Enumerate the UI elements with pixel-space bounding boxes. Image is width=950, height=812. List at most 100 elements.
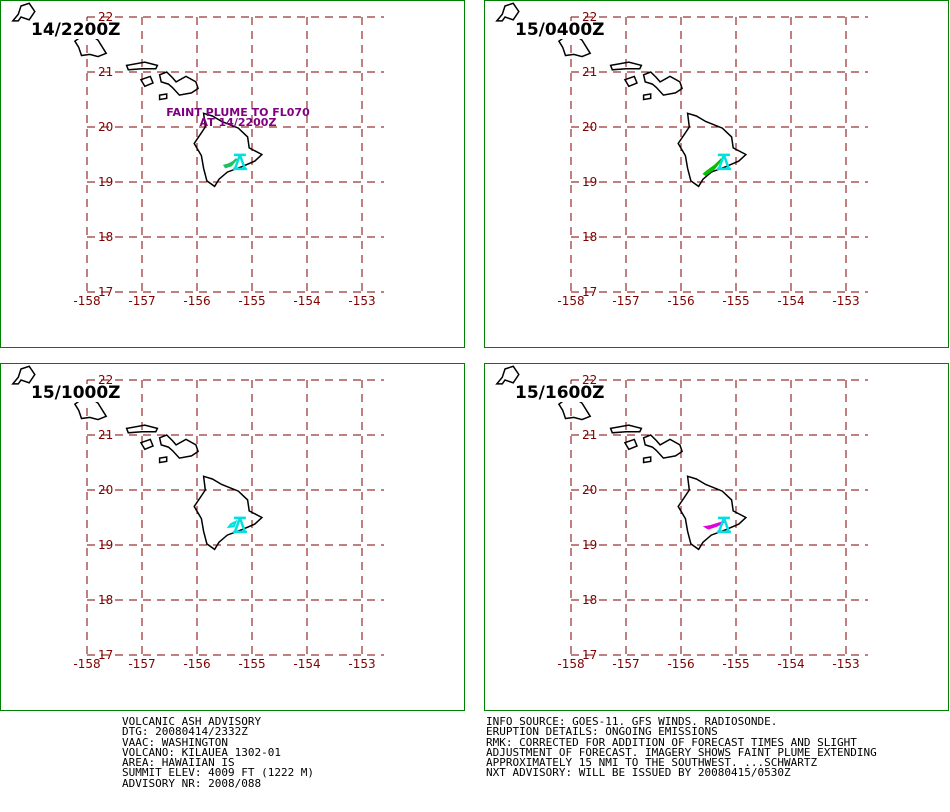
map-panel-1: -158 -157 -156 -155 -154 -153 22 21 20 19 18 17 FAIN…	[0, 0, 465, 348]
plume-annotation: FAINT PLUME TO FL070	[166, 106, 310, 119]
forecast-time-label: 15/1000Z	[31, 383, 121, 403]
latitude-tick-label: 22	[98, 373, 113, 387]
forecast-time-label: 15/1600Z	[515, 383, 605, 403]
advisory-left-text: VOLCANIC ASH ADVISORY DTG: 20080414/2332…	[122, 715, 315, 790]
map-svg: -158 -157 -156 -155 -154 -153 22 21 20 19 18 17 FAIN…	[11, 2, 384, 308]
latitude-tick-label: 20	[582, 483, 597, 497]
latitude-tick-label: 22	[98, 10, 113, 24]
maui-island	[158, 71, 199, 96]
longitude-tick-label: -156	[183, 294, 210, 308]
kauai-island	[11, 365, 36, 385]
advisory-line: SUMMIT ELEV: 4009 FT (1222 M)	[122, 766, 315, 780]
lanai-island	[139, 438, 154, 451]
advisory-right-text: INFO SOURCE: GOES-11. GFS WINDS. RADIOSO…	[486, 715, 877, 780]
latitude-tick-label: 17	[582, 285, 597, 299]
kahoolawe-island	[158, 93, 168, 101]
longitude-tick-label: -156	[667, 657, 694, 671]
map-svg: -158 -157 -156 -155 -154 -153 22 21 20 19 18 17	[495, 2, 868, 308]
advisory-line: VAAC: WASHINGTON	[122, 735, 228, 749]
map-panel-3: -158 -157 -156 -155 -154 -153 22 21 20 19 18 17 15/…	[0, 363, 465, 711]
map-svg: -158 -157 -156 -155 -154 -153 22 21 20 19 18 17	[11, 365, 384, 671]
grid-lines	[570, 379, 868, 656]
longitude-tick-label: -158	[73, 657, 100, 671]
longitude-tick-label: -155	[238, 657, 265, 671]
longitude-tick-label: -154	[293, 657, 320, 671]
ash-plume	[702, 158, 723, 177]
advisory-line: ADJUSTMENT OF FORECAST. IMAGERY SHOWS FA…	[486, 745, 877, 759]
lanai-island	[139, 75, 154, 88]
latitude-tick-label: 22	[582, 373, 597, 387]
maui-island	[642, 434, 683, 459]
lanai-island	[623, 75, 638, 88]
latitude-tick-label: 17	[98, 285, 113, 299]
latitude-tick-label: 20	[98, 120, 113, 134]
latitude-tick-label: 18	[582, 230, 597, 244]
hawaii-island	[193, 112, 264, 188]
advisory-line: VOLCANO: KILAUEA 1302-01	[122, 745, 281, 759]
advisory-line: APPROXIMATELY 15 NMI TO THE SOUTHWEST. .…	[486, 756, 818, 770]
forecast-time-label: 14/2200Z	[31, 20, 121, 40]
longitude-tick-label: -154	[777, 657, 804, 671]
longitude-tick-label: -155	[722, 294, 749, 308]
longitude-tick-label: -158	[557, 294, 584, 308]
latitude-tick-label: 18	[98, 593, 113, 607]
maui-island	[158, 434, 199, 459]
kahoolawe-island	[642, 93, 652, 101]
latitude-tick-label: 21	[582, 65, 597, 79]
forecast-time-label: 15/0400Z	[515, 20, 605, 40]
latitude-tick-label: 19	[582, 175, 597, 189]
ash-plume	[226, 519, 238, 529]
kauai-island	[11, 2, 36, 22]
maui-island	[642, 71, 683, 96]
plume-annotation: AT 14/2200Z	[200, 116, 277, 129]
latitude-tick-label: 19	[98, 538, 113, 552]
map-panel-4: -158 -157 -156 -155 -154 -153 22 21 20 19 18 17 15/…	[484, 363, 949, 711]
kauai-island	[495, 2, 520, 22]
advisory-line: VOLCANIC ASH ADVISORY	[122, 715, 262, 728]
advisory-line: AREA: HAWAIIAN IS	[122, 756, 235, 770]
latitude-tick-label: 20	[98, 483, 113, 497]
latitude-tick-label: 20	[582, 120, 597, 134]
longitude-tick-label: -155	[722, 657, 749, 671]
kahoolawe-island	[642, 456, 652, 464]
latitude-tick-label: 19	[98, 175, 113, 189]
latitude-tick-label: 19	[582, 538, 597, 552]
latitude-tick-label: 17	[98, 648, 113, 662]
hawaii-island	[677, 112, 748, 188]
longitude-tick-label: -154	[293, 294, 320, 308]
advisory-line: NXT ADVISORY: WILL BE ISSUED BY 20080415…	[486, 766, 791, 780]
longitude-tick-label: -156	[667, 294, 694, 308]
advisory-line: INFO SOURCE: GOES-11. GFS WINDS. RADIOSO…	[486, 715, 778, 728]
advisory-line: ADVISORY NR: 2008/088	[122, 776, 262, 790]
advisory-line: ERUPTION DETAILS: ONGOING EMISSIONS	[486, 725, 718, 739]
longitude-tick-label: -153	[348, 294, 375, 308]
ash-plume	[222, 158, 238, 169]
longitude-tick-label: -157	[128, 657, 155, 671]
latitude-tick-label: 17	[582, 648, 597, 662]
longitude-tick-label: -155	[238, 294, 265, 308]
map-panel-2: -158 -157 -156 -155 -154 -153 22 21 20 19 18 17 15/…	[484, 0, 949, 348]
latitude-tick-label: 18	[98, 230, 113, 244]
molokai-island	[125, 424, 159, 434]
volcano-marker	[232, 153, 247, 171]
longitude-tick-label: -158	[557, 657, 584, 671]
volcano-marker	[716, 516, 731, 534]
volcano-marker	[716, 153, 731, 171]
kahoolawe-island	[158, 456, 168, 464]
kauai-island	[495, 365, 520, 385]
molokai-island	[125, 61, 159, 71]
lanai-island	[623, 438, 638, 451]
molokai-island	[609, 61, 643, 71]
latitude-tick-label: 21	[582, 428, 597, 442]
longitude-tick-label: -153	[832, 657, 859, 671]
latitude-tick-label: 18	[582, 593, 597, 607]
ash-plume	[702, 520, 725, 530]
longitude-tick-label: -153	[348, 657, 375, 671]
longitude-tick-label: -156	[183, 657, 210, 671]
longitude-tick-label: -157	[128, 294, 155, 308]
longitude-tick-label: -157	[612, 294, 639, 308]
longitude-tick-label: -153	[832, 294, 859, 308]
latitude-tick-label: 21	[98, 65, 113, 79]
longitude-tick-label: -157	[612, 657, 639, 671]
longitude-tick-label: -158	[73, 294, 100, 308]
